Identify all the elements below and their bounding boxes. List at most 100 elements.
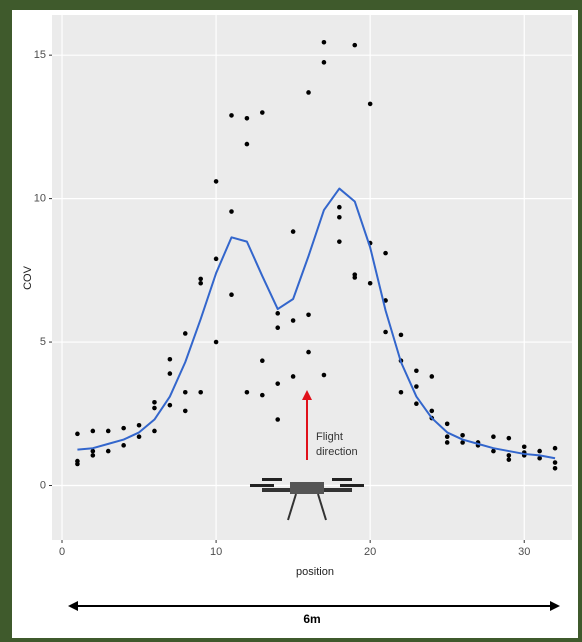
point bbox=[429, 374, 435, 379]
point bbox=[337, 204, 342, 210]
point bbox=[90, 448, 96, 454]
y-tick-label: 10 bbox=[34, 193, 46, 205]
point bbox=[90, 428, 96, 434]
point bbox=[444, 440, 450, 445]
point bbox=[321, 39, 327, 45]
point bbox=[414, 368, 419, 374]
point bbox=[367, 280, 373, 286]
point bbox=[244, 141, 250, 147]
point bbox=[290, 229, 296, 234]
y-axis-label: COV bbox=[22, 265, 34, 290]
point bbox=[306, 312, 311, 318]
point bbox=[167, 356, 173, 362]
scale-arrow-head bbox=[68, 601, 78, 611]
point bbox=[398, 332, 404, 338]
point bbox=[260, 110, 265, 115]
x-tick-label: 20 bbox=[364, 546, 376, 558]
point bbox=[506, 435, 512, 441]
annotation: Flight bbox=[316, 431, 343, 443]
point bbox=[152, 405, 157, 411]
y-tick-label: 5 bbox=[40, 336, 46, 348]
point bbox=[367, 101, 373, 107]
point bbox=[244, 115, 250, 121]
point bbox=[105, 448, 111, 454]
flight-arrow-head bbox=[302, 390, 312, 400]
point bbox=[429, 408, 435, 414]
point bbox=[105, 428, 111, 434]
point bbox=[152, 428, 157, 434]
point bbox=[275, 311, 281, 316]
point bbox=[229, 209, 234, 214]
point bbox=[352, 42, 358, 48]
x-axis-label: position bbox=[296, 566, 334, 578]
point bbox=[321, 60, 327, 65]
point bbox=[537, 455, 542, 461]
point bbox=[398, 389, 404, 395]
point bbox=[306, 349, 311, 355]
point bbox=[383, 329, 388, 335]
point bbox=[275, 325, 281, 331]
point bbox=[337, 239, 342, 244]
point bbox=[121, 425, 126, 431]
y-tick-label: 0 bbox=[40, 479, 46, 491]
point bbox=[275, 381, 281, 386]
point bbox=[491, 434, 496, 440]
point bbox=[75, 431, 80, 437]
point bbox=[306, 90, 311, 95]
point bbox=[552, 460, 558, 465]
point bbox=[491, 448, 496, 454]
point bbox=[182, 389, 188, 395]
point bbox=[506, 453, 512, 458]
point bbox=[152, 399, 157, 405]
x-tick-label: 0 bbox=[59, 546, 65, 558]
grid bbox=[52, 15, 572, 540]
point bbox=[136, 434, 142, 440]
point bbox=[290, 318, 296, 323]
smooth-line bbox=[77, 187, 556, 460]
point bbox=[213, 256, 219, 262]
point bbox=[121, 443, 126, 448]
point bbox=[506, 457, 512, 462]
point bbox=[182, 408, 188, 414]
point bbox=[537, 448, 542, 454]
point bbox=[552, 465, 558, 471]
point bbox=[198, 280, 203, 286]
point bbox=[444, 434, 450, 440]
point bbox=[167, 371, 173, 376]
point bbox=[337, 214, 342, 220]
point bbox=[198, 276, 203, 282]
scale-label: 6m bbox=[303, 612, 320, 626]
plot-panel bbox=[52, 15, 572, 540]
point bbox=[552, 445, 558, 451]
point bbox=[229, 292, 234, 298]
point bbox=[444, 421, 450, 427]
point bbox=[198, 389, 203, 395]
point bbox=[182, 331, 188, 336]
point bbox=[90, 453, 96, 458]
annotation: direction bbox=[316, 446, 358, 458]
x-tick-label: 30 bbox=[518, 546, 530, 558]
point bbox=[383, 250, 388, 256]
point bbox=[352, 275, 358, 280]
point bbox=[229, 113, 234, 118]
point bbox=[213, 339, 219, 345]
y-tick-label: 15 bbox=[34, 49, 46, 61]
point bbox=[414, 384, 419, 389]
scale-arrow-head bbox=[550, 601, 560, 611]
point bbox=[260, 358, 265, 363]
point bbox=[213, 179, 219, 184]
point bbox=[136, 422, 142, 428]
point bbox=[167, 402, 173, 408]
point bbox=[244, 389, 250, 395]
drone bbox=[250, 478, 364, 521]
point bbox=[260, 392, 265, 398]
point bbox=[414, 401, 419, 407]
point bbox=[460, 432, 465, 438]
point bbox=[460, 440, 465, 445]
x-tick-label: 10 bbox=[210, 546, 222, 558]
marks bbox=[75, 39, 558, 471]
point bbox=[75, 461, 80, 467]
point bbox=[290, 374, 296, 379]
point bbox=[275, 417, 281, 422]
